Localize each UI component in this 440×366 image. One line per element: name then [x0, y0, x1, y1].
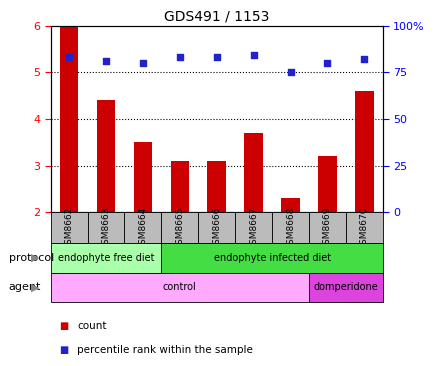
Point — [176, 55, 183, 60]
Text: endophyte infected diet: endophyte infected diet — [213, 253, 330, 263]
Text: GSM8663: GSM8663 — [102, 206, 110, 250]
Text: GSM8662: GSM8662 — [65, 206, 73, 250]
Bar — [161, 243, 383, 273]
Text: percentile rank within the sample: percentile rank within the sample — [77, 344, 253, 355]
Point — [66, 55, 73, 60]
Title: GDS491 / 1153: GDS491 / 1153 — [164, 9, 269, 23]
Point — [103, 58, 110, 64]
Text: domperidone: domperidone — [314, 282, 378, 292]
Bar — [51, 243, 161, 273]
Text: GSM8666: GSM8666 — [212, 206, 221, 250]
Point — [287, 69, 294, 75]
Bar — [161, 212, 198, 243]
Text: GSM8667: GSM8667 — [249, 206, 258, 250]
Bar — [244, 133, 263, 212]
Text: control: control — [163, 282, 197, 292]
Text: ▶: ▶ — [31, 253, 40, 263]
Bar — [208, 161, 226, 212]
Bar — [309, 273, 383, 302]
Bar — [60, 26, 78, 212]
Point — [361, 56, 368, 62]
Bar — [97, 100, 115, 212]
Bar — [51, 273, 309, 302]
Point — [324, 60, 331, 66]
Bar — [171, 161, 189, 212]
Text: GSM8668: GSM8668 — [286, 206, 295, 250]
Bar — [51, 212, 88, 243]
Text: protocol: protocol — [9, 253, 54, 263]
Text: agent: agent — [9, 282, 41, 292]
Text: ■: ■ — [59, 321, 69, 331]
Text: ■: ■ — [59, 344, 69, 355]
Point — [139, 60, 147, 66]
Text: GSM8669: GSM8669 — [323, 206, 332, 250]
Bar — [309, 212, 346, 243]
Bar — [272, 212, 309, 243]
Bar — [318, 156, 337, 212]
Text: endophyte free diet: endophyte free diet — [58, 253, 154, 263]
Bar — [134, 142, 152, 212]
Bar — [198, 212, 235, 243]
Bar — [235, 212, 272, 243]
Bar — [281, 198, 300, 212]
Text: GSM8664: GSM8664 — [138, 206, 147, 250]
Bar — [355, 91, 374, 212]
Text: GSM8670: GSM8670 — [360, 206, 369, 250]
Text: count: count — [77, 321, 106, 331]
Bar — [88, 212, 125, 243]
Bar — [125, 212, 161, 243]
Text: GSM8665: GSM8665 — [175, 206, 184, 250]
Point — [250, 53, 257, 59]
Text: ▶: ▶ — [31, 282, 40, 292]
Point — [213, 55, 220, 60]
Bar — [346, 212, 383, 243]
